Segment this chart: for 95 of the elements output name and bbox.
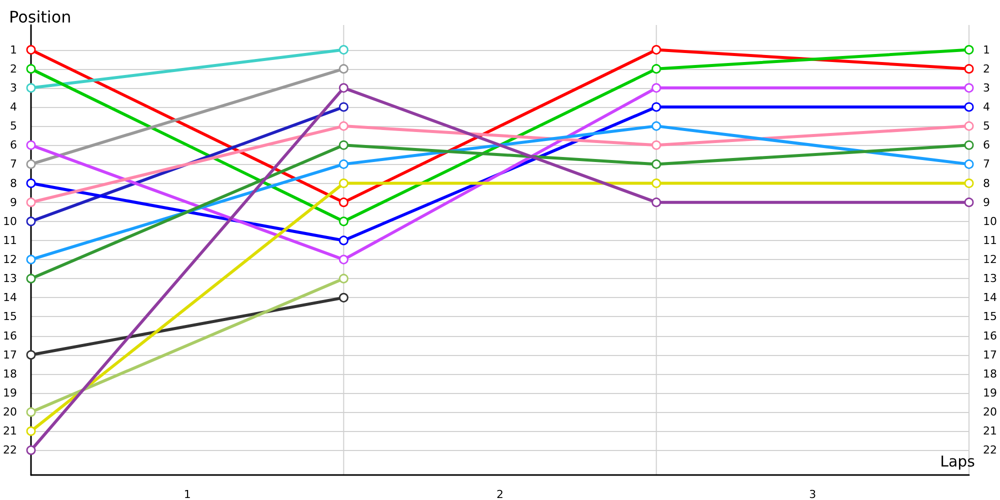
point [26, 45, 36, 55]
point [338, 254, 348, 264]
y2-tick-label: 18 [983, 367, 998, 380]
y2-tick-label: 17 [983, 348, 998, 362]
y-tick-label: 6 [10, 138, 17, 152]
y-tick-label: 1 [10, 43, 17, 56]
point [964, 140, 974, 150]
y2-tick-label: 14 [983, 291, 998, 304]
point [964, 83, 974, 93]
point [26, 159, 36, 169]
point [652, 198, 662, 208]
y-tick-label: 21 [3, 424, 17, 438]
y2-tick-label: 13 [983, 272, 998, 286]
y-tick-label: 20 [3, 406, 17, 419]
y-tick-label: 4 [10, 100, 17, 114]
y2-tick-label: 5 [983, 120, 990, 133]
y-axis-title: Position [9, 8, 72, 26]
y-tick-label: 9 [10, 196, 17, 209]
y-tick-label: 17 [3, 348, 17, 362]
y2-tick-label: 9 [983, 196, 990, 209]
point [338, 102, 348, 112]
y-tick-label: 22 [3, 444, 17, 457]
y2-tick-label: 12 [983, 253, 998, 266]
point [338, 45, 348, 55]
y2-tick-label: 8 [983, 176, 990, 190]
point [26, 216, 36, 226]
point [652, 102, 662, 112]
y-tick-label: 15 [3, 310, 17, 324]
y2-tick-label: 3 [983, 81, 990, 94]
y2-tick-label: 4 [983, 100, 990, 114]
y-tick-label: 3 [10, 81, 17, 94]
point [26, 274, 36, 284]
y-tick-label: 19 [3, 386, 17, 400]
point [338, 178, 348, 188]
point [338, 274, 348, 284]
x-axis-title: Laps [940, 452, 976, 470]
point [338, 140, 348, 150]
point [26, 445, 36, 455]
point [652, 64, 662, 74]
point [338, 292, 348, 302]
point [338, 216, 348, 226]
x-tick-label: 1 [184, 488, 191, 500]
point [652, 83, 662, 93]
point [338, 236, 348, 246]
y2-tick-label: 11 [983, 234, 998, 247]
point [964, 64, 974, 74]
y2-tick-label: 2 [983, 62, 990, 76]
y2-tick-label: 15 [983, 310, 998, 324]
point [26, 83, 36, 93]
point [26, 140, 36, 150]
point [964, 198, 974, 208]
y2-tick-label: 7 [983, 158, 990, 171]
point [26, 426, 36, 436]
point [338, 159, 348, 169]
point [652, 121, 662, 131]
y-tick-label: 16 [3, 329, 17, 342]
point [338, 83, 348, 93]
y-tick-label: 13 [3, 272, 17, 286]
y2-tick-label: 21 [983, 424, 998, 438]
point [338, 198, 348, 208]
point [652, 140, 662, 150]
point [338, 121, 348, 131]
point [26, 254, 36, 264]
point [26, 407, 36, 417]
point [964, 159, 974, 169]
point [964, 45, 974, 55]
point [964, 121, 974, 131]
y2-tick-label: 22 [983, 444, 998, 457]
point [26, 198, 36, 208]
y2-tick-label: 6 [983, 138, 990, 152]
point [26, 64, 36, 74]
point [652, 45, 662, 55]
y-tick-label: 18 [3, 367, 17, 380]
y-tick-label: 5 [10, 120, 17, 133]
y2-tick-label: 16 [983, 329, 998, 342]
y-tick-label: 10 [3, 214, 17, 228]
y-tick-label: 2 [10, 62, 17, 76]
y-tick-label: 11 [3, 234, 17, 247]
y-tick-label: 12 [3, 253, 17, 266]
point [338, 64, 348, 74]
point [26, 178, 36, 188]
point [26, 350, 36, 360]
y2-tick-label: 20 [983, 406, 998, 419]
y2-tick-label: 1 [983, 43, 990, 56]
x-tick-label: 3 [809, 488, 816, 500]
point [652, 178, 662, 188]
point [652, 159, 662, 169]
point [964, 178, 974, 188]
y-tick-label: 7 [10, 158, 17, 171]
x-tick-label: 2 [496, 488, 504, 500]
y2-tick-label: 19 [983, 386, 998, 400]
y-tick-label: 8 [10, 176, 17, 190]
y-tick-label: 14 [3, 291, 17, 304]
point [964, 102, 974, 112]
y2-tick-label: 10 [983, 214, 998, 228]
